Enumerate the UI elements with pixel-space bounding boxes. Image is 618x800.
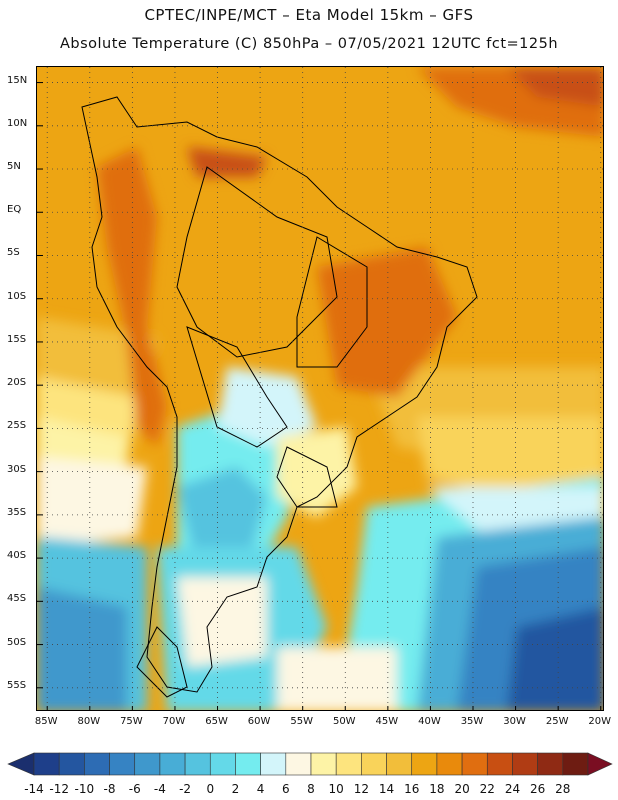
lat-tick-label: 20S [7, 377, 27, 389]
lat-tick-label: 40S [7, 550, 27, 562]
colorbar-tick-label: 14 [378, 782, 395, 796]
colorbar-tick-label: 16 [404, 782, 420, 796]
lon-tick-label: 25W [545, 716, 569, 727]
lat-tick-label: 15S [7, 333, 27, 345]
lon-tick-label: 30W [503, 716, 526, 727]
colorbar-swatch [562, 752, 589, 776]
colorbar-swatch [310, 752, 337, 776]
lon-tick-label: 55W [290, 716, 313, 727]
colorbar-tick-label: -6 [128, 782, 141, 796]
lon-tick-label: 85W [34, 716, 58, 727]
temperature-map [37, 67, 603, 710]
colorbar-swatch [486, 752, 513, 776]
lon-tick-label: 75W [120, 716, 143, 727]
lon-tick-label: 50W [332, 716, 356, 727]
colorbar-swatch [285, 752, 312, 776]
title-line-1: CPTEC/INPE/MCT – Eta Model 15km – GFS [144, 6, 474, 24]
colorbar-tick-label: -4 [153, 782, 166, 796]
colorbar-swatch [84, 752, 110, 776]
colorbar-tick-label: 10 [328, 782, 344, 796]
lat-tick-label: EQ [7, 204, 22, 216]
colorbar-tick-label: 22 [479, 782, 495, 796]
colorbar-max-arrow [587, 752, 613, 776]
lat-tick-label: 10N [7, 117, 28, 129]
colorbar-swatch [209, 752, 236, 776]
colorbar-swatch [386, 752, 413, 776]
colorbar-swatch [512, 752, 538, 776]
colorbar-swatch [58, 752, 85, 776]
colorbar-tick-label: 6 [281, 782, 290, 796]
lat-tick-label: 5N [7, 161, 21, 173]
colorbar-tick-label: -12 [49, 782, 69, 796]
colorbar-swatch [335, 752, 362, 776]
colorbar-tick-label: -8 [103, 782, 116, 796]
lon-tick-label: 40W [418, 716, 441, 727]
colorbar-swatch [109, 752, 136, 776]
lat-tick-label: 25S [7, 420, 27, 432]
colorbar-tick-label: 4 [256, 782, 265, 796]
temperature-field [37, 67, 603, 710]
lon-tick-label: 35W [460, 716, 484, 727]
colorbar-tick-label: 28 [555, 782, 571, 796]
colorbar-swatch [134, 752, 161, 776]
lat-tick-label: 45S [7, 593, 27, 605]
colorbar-tick-label: 24 [504, 782, 521, 796]
lat-tick-label: 30S [7, 463, 27, 475]
colorbar-swatch [33, 752, 60, 776]
colorbar-swatch [235, 752, 261, 776]
colorbar-swatch [411, 752, 438, 776]
lon-tick-label: 20W [588, 716, 612, 727]
colorbar-tick-label: 8 [307, 782, 315, 796]
colorbar [7, 752, 613, 776]
colorbar-swatch [436, 752, 463, 776]
colorbar-tick-label: 26 [529, 782, 546, 796]
lat-tick-label: 5S [7, 247, 20, 259]
lat-tick-label: 35S [7, 506, 27, 518]
colorbar-tick-label: -2 [179, 782, 192, 796]
lat-tick-label: 55S [7, 679, 27, 691]
lat-tick-label: 50S [7, 636, 27, 648]
coastlines [81, 96, 478, 698]
colorbar-min-arrow [7, 752, 35, 776]
colorbar-swatch [159, 752, 186, 776]
colorbar-tick-label: 20 [454, 782, 470, 796]
lon-tick-label: 80W [77, 716, 101, 727]
colorbar-swatch [461, 752, 488, 776]
colorbar-tick-label: 2 [231, 782, 240, 796]
lon-tick-label: 60W [247, 716, 271, 727]
title-line-2: Absolute Temperature (C) 850hPa – 07/05/… [59, 36, 559, 52]
lon-tick-label: 45W [375, 716, 399, 727]
colorbar-tick-label: -10 [74, 782, 95, 796]
lat-tick-label: 10S [7, 290, 27, 302]
colorbar-tick-label: 0 [206, 782, 215, 796]
colorbar-tick-label: 12 [353, 782, 369, 796]
lon-tick-label: 70W [162, 716, 186, 727]
colorbar-swatch [537, 752, 564, 776]
colorbar-tick-label: 18 [429, 782, 445, 796]
lon-tick-label: 65W [205, 716, 228, 727]
colorbar-swatch [260, 752, 287, 776]
colorbar-swatch [184, 752, 211, 776]
lat-tick-label: 15N [7, 74, 28, 86]
map-panel [36, 66, 604, 711]
colorbar-tick-label: -14 [24, 782, 44, 796]
colorbar-swatch [361, 752, 387, 776]
